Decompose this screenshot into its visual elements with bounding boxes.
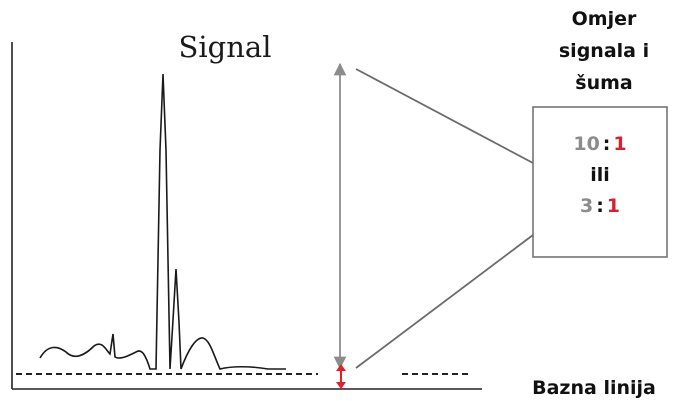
ratio-2-noise: 1	[607, 195, 620, 217]
baseline-label: Bazna linija	[532, 377, 656, 399]
ratio-2-signal: 3	[580, 195, 593, 217]
noise-arrow-head-top	[336, 364, 346, 371]
ratio-or-word: ili	[590, 164, 610, 186]
ratio-line-1: 10:1	[573, 133, 626, 155]
ratio-2-separator: :	[596, 195, 604, 217]
ratio-1-separator: :	[603, 133, 611, 155]
snr-header-line-1: Omjer	[572, 8, 637, 30]
connector-line-top	[355, 68, 534, 164]
snr-header-line-3: šuma	[575, 72, 632, 94]
ratio-1-noise: 1	[613, 133, 626, 155]
snr-header-line-2: signala i	[559, 40, 649, 62]
signal-trace	[39, 73, 286, 370]
ratio-line-2: 3:1	[580, 195, 620, 217]
ratio-box	[532, 106, 668, 258]
connector-line-bottom	[355, 234, 534, 369]
ratio-1-signal: 10	[573, 133, 599, 155]
signal-title: Signal	[179, 30, 272, 64]
noise-arrow-head-bottom	[336, 382, 346, 389]
